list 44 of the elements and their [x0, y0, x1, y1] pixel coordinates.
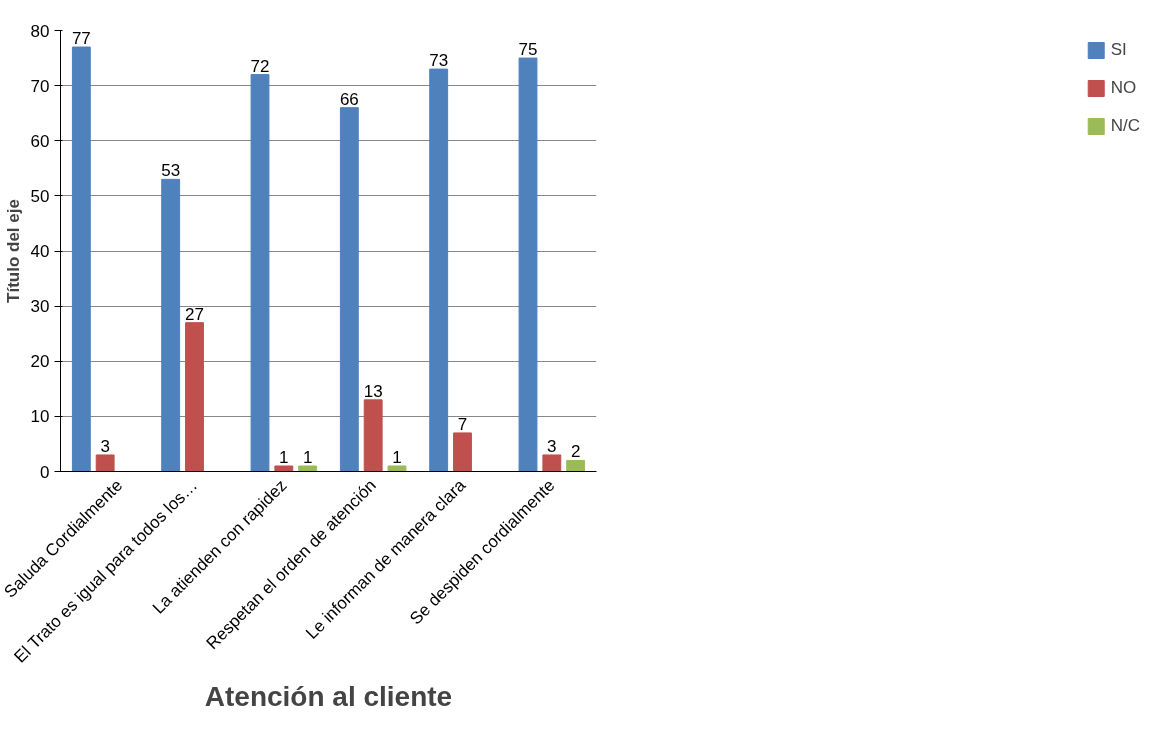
legend-label: N/C [1110, 116, 1140, 136]
bar [363, 399, 383, 472]
bar [274, 465, 294, 472]
bar [566, 459, 586, 472]
bar [71, 46, 91, 472]
y-tick-label: 30 [30, 297, 50, 317]
data-label: 1 [302, 447, 313, 467]
data-label: 53 [161, 161, 181, 181]
x-axis-title: Atención al cliente [204, 681, 453, 713]
data-label: 72 [250, 56, 270, 76]
y-axis-title: Título del eje [3, 199, 23, 303]
bar [185, 322, 204, 472]
data-label: 3 [100, 436, 110, 456]
bar [429, 68, 449, 472]
data-label: 7 [457, 414, 468, 434]
y-tick-label: 50 [30, 186, 50, 206]
data-label: 77 [71, 29, 91, 49]
y-tick-label: 60 [30, 131, 50, 151]
data-label: 13 [363, 381, 383, 401]
y-tick-label: 0 [40, 462, 50, 482]
data-label: 3 [547, 436, 557, 456]
bar [298, 465, 318, 472]
bar [542, 454, 562, 472]
bar [339, 107, 359, 472]
bar [161, 178, 181, 472]
bar [250, 74, 270, 472]
data-label: 73 [429, 51, 449, 71]
legend-label: NO [1110, 78, 1137, 98]
y-tick-label: 10 [30, 407, 50, 427]
data-label: 2 [570, 442, 581, 462]
bar [95, 454, 115, 472]
y-tick-label: 80 [30, 21, 50, 41]
y-tick-label: 40 [30, 242, 50, 261]
data-label: 1 [392, 447, 402, 467]
data-label: 1 [279, 447, 289, 467]
data-label: 66 [339, 89, 359, 109]
bar [453, 432, 472, 472]
legend-label: SI [1110, 40, 1128, 60]
data-label: 75 [518, 40, 538, 60]
y-tick-label: 20 [30, 352, 50, 372]
y-tick-label: 70 [30, 76, 50, 96]
data-label: 27 [185, 304, 204, 324]
bar [387, 465, 407, 472]
bar [518, 57, 538, 472]
